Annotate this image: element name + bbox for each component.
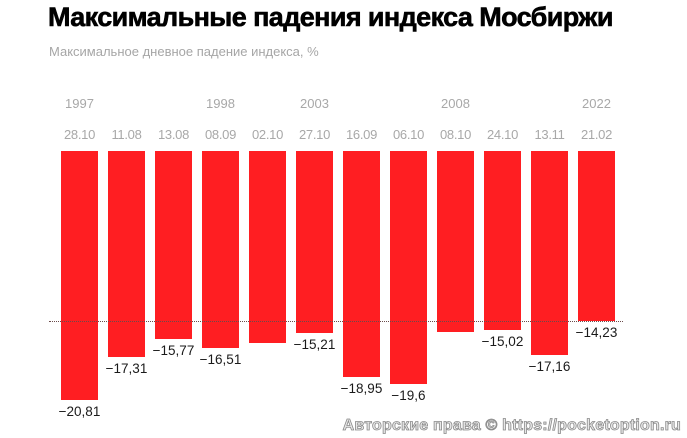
value-label: −15,21 <box>293 337 336 352</box>
date-label: 13.11 <box>534 127 565 142</box>
bar-13.11 <box>531 151 568 355</box>
value-label: −17,16 <box>528 359 571 374</box>
bar-02.10 <box>249 151 286 343</box>
date-label: 28.10 <box>63 127 96 142</box>
year-label: 1997 <box>65 96 94 111</box>
chart-subtitle: Максимальное дневное падение индекса, % <box>49 44 319 59</box>
date-label: 16.09 <box>345 127 378 142</box>
bar-16.09 <box>343 151 380 377</box>
year-label: 2022 <box>582 96 611 111</box>
value-label: −15,02 <box>481 334 524 349</box>
date-label: 13.08 <box>157 127 190 142</box>
date-label: 11.08 <box>111 127 142 142</box>
date-label: 08.10 <box>439 127 472 142</box>
bar-08.10 <box>437 151 474 332</box>
bar-21.02 <box>578 151 615 321</box>
value-label: −20,81 <box>58 404 101 419</box>
value-label: −19,6 <box>391 388 426 403</box>
bar-13.08 <box>155 151 192 339</box>
bar-06.10 <box>390 151 427 384</box>
date-label: 24.10 <box>486 127 519 142</box>
bar-27.10 <box>296 151 333 333</box>
dotted-reference-line <box>49 321 623 322</box>
date-label: 06.10 <box>392 127 425 142</box>
chart-title: Максимальные падения индекса Мосбиржи <box>48 2 614 33</box>
bar-11.08 <box>108 151 145 357</box>
year-label: 1998 <box>206 96 235 111</box>
bar-24.10 <box>484 151 521 330</box>
bar-28.10 <box>61 151 98 400</box>
date-label: 08.09 <box>204 127 237 142</box>
copyright-watermark: Авторские права © https://pocketoption.r… <box>342 417 681 435</box>
date-label: 02.10 <box>251 127 284 142</box>
value-label: −16,51 <box>199 352 242 367</box>
date-label: 21.02 <box>580 127 613 142</box>
value-label: −15,77 <box>152 343 195 358</box>
value-label: −17,31 <box>105 361 148 376</box>
date-label: 27.10 <box>298 127 331 142</box>
year-label: 2003 <box>300 96 329 111</box>
value-label: −14,23 <box>575 325 618 340</box>
value-label: −18,95 <box>340 381 383 396</box>
year-label: 2008 <box>441 96 470 111</box>
bar-08.09 <box>202 151 239 348</box>
